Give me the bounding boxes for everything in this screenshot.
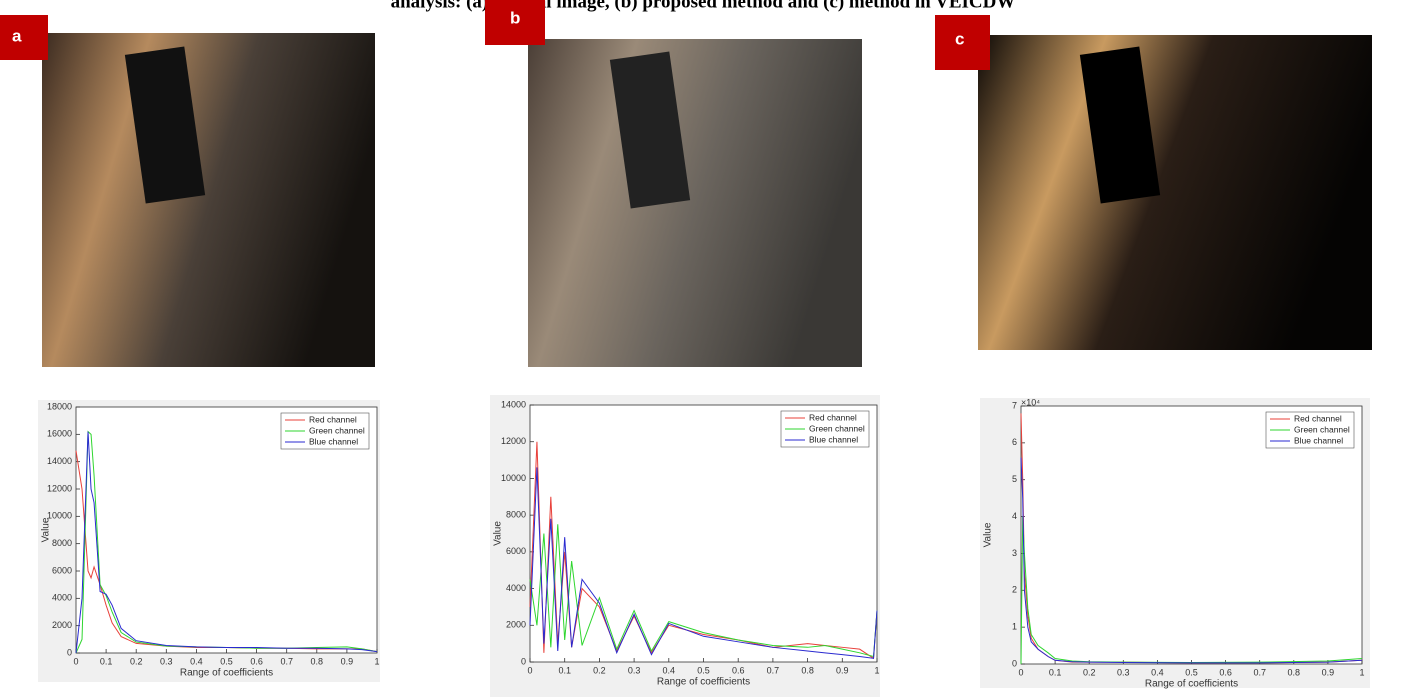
y-tick-label: 14000 bbox=[501, 399, 526, 409]
y-tick-label: 12000 bbox=[501, 436, 526, 446]
x-tick-label: 0.4 bbox=[190, 656, 203, 666]
y-tick-label: 16000 bbox=[47, 429, 72, 439]
y-tick-label: 18000 bbox=[47, 401, 72, 411]
y-tick-label: 0 bbox=[67, 647, 72, 657]
x-tick-label: 0.3 bbox=[160, 656, 173, 666]
x-tick-label: 0.9 bbox=[341, 656, 354, 666]
legend-label: Green channel bbox=[809, 423, 865, 433]
panel-label: a bbox=[12, 26, 22, 45]
x-axis-label: Range of coefficients bbox=[657, 677, 750, 688]
x-tick-label: 0 bbox=[73, 656, 78, 666]
y-tick-label: 14000 bbox=[47, 456, 72, 466]
y-tick-label: 2 bbox=[1012, 585, 1017, 595]
legend-label: Red channel bbox=[309, 414, 357, 424]
x-tick-label: 0.9 bbox=[1322, 667, 1335, 677]
y-tick-label: 8000 bbox=[506, 510, 526, 520]
y-axis-label: Value bbox=[41, 517, 52, 542]
photo-veicdw bbox=[978, 35, 1372, 350]
y-tick-label: 8000 bbox=[52, 538, 72, 548]
y-tick-label: 1 bbox=[1012, 622, 1017, 632]
x-tick-label: 0.2 bbox=[130, 656, 143, 666]
legend-label: Green channel bbox=[1294, 424, 1350, 434]
x-tick-label: 0.7 bbox=[767, 665, 780, 675]
x-tick-label: 0.5 bbox=[697, 665, 710, 675]
x-tick-label: 0.8 bbox=[1288, 667, 1301, 677]
y-tick-label: 4000 bbox=[506, 583, 526, 593]
x-tick-label: 1 bbox=[374, 656, 379, 666]
x-tick-label: 0.1 bbox=[558, 665, 571, 675]
y-axis-label: Value bbox=[493, 521, 504, 546]
x-tick-label: 1 bbox=[1359, 667, 1364, 677]
x-tick-label: 0.6 bbox=[732, 665, 745, 675]
x-tick-label: 0 bbox=[527, 665, 532, 675]
x-tick-label: 0.8 bbox=[311, 656, 324, 666]
y-tick-label: 0 bbox=[1012, 658, 1017, 668]
x-tick-label: 0.6 bbox=[250, 656, 263, 666]
y-tick-label: 2000 bbox=[52, 620, 72, 630]
legend-label: Blue channel bbox=[809, 434, 858, 444]
x-tick-label: 0 bbox=[1018, 667, 1023, 677]
x-tick-label: 0.8 bbox=[801, 665, 814, 675]
y-tick-label: 6 bbox=[1012, 437, 1017, 447]
figure: analysis: (a)original image, (b) propose… bbox=[0, 0, 1405, 697]
legend-label: Red channel bbox=[1294, 413, 1342, 423]
y-tick-label: 7 bbox=[1012, 400, 1017, 410]
y-tick-label: 3 bbox=[1012, 548, 1017, 558]
x-tick-label: 0.6 bbox=[1219, 667, 1232, 677]
x-tick-label: 0.5 bbox=[220, 656, 233, 666]
panel-label-box bbox=[0, 15, 48, 60]
x-tick-label: 0.3 bbox=[1117, 667, 1130, 677]
legend-label: Green channel bbox=[309, 425, 365, 435]
x-tick-label: 0.5 bbox=[1185, 667, 1198, 677]
legend-label: Blue channel bbox=[1294, 435, 1343, 445]
x-tick-label: 0.2 bbox=[593, 665, 606, 675]
y-tick-label: 0 bbox=[521, 656, 526, 666]
caption: analysis: (a)original image, (b) propose… bbox=[391, 0, 1016, 12]
x-tick-label: 1 bbox=[874, 665, 879, 675]
x-axis-label: Range of coefficients bbox=[180, 668, 273, 679]
legend-label: Blue channel bbox=[309, 436, 358, 446]
photo-proposed bbox=[528, 39, 862, 367]
y-tick-label: 6000 bbox=[52, 565, 72, 575]
panel-label: b bbox=[510, 8, 520, 27]
y-tick-label: 10000 bbox=[501, 473, 526, 483]
x-tick-label: 0.4 bbox=[663, 665, 676, 675]
panel-label: c bbox=[955, 29, 964, 48]
x-tick-label: 0.1 bbox=[1049, 667, 1062, 677]
x-axis-label: Range of coefficients bbox=[1145, 679, 1238, 690]
x-tick-label: 0.9 bbox=[836, 665, 849, 675]
y-multiplier: ×10⁴ bbox=[1021, 397, 1040, 407]
y-tick-label: 4 bbox=[1012, 511, 1017, 521]
y-tick-label: 4000 bbox=[52, 593, 72, 603]
x-tick-label: 0.7 bbox=[1253, 667, 1266, 677]
y-tick-label: 12000 bbox=[47, 483, 72, 493]
x-tick-label: 0.1 bbox=[100, 656, 113, 666]
x-tick-label: 0.2 bbox=[1083, 667, 1096, 677]
y-axis-label: Value bbox=[983, 522, 994, 547]
y-tick-label: 2000 bbox=[506, 620, 526, 630]
x-tick-label: 0.4 bbox=[1151, 667, 1164, 677]
x-tick-label: 0.7 bbox=[280, 656, 293, 666]
y-tick-label: 6000 bbox=[506, 546, 526, 556]
x-tick-label: 0.3 bbox=[628, 665, 641, 675]
y-tick-label: 5 bbox=[1012, 474, 1017, 484]
legend-label: Red channel bbox=[809, 412, 857, 422]
photo-original bbox=[42, 33, 375, 367]
